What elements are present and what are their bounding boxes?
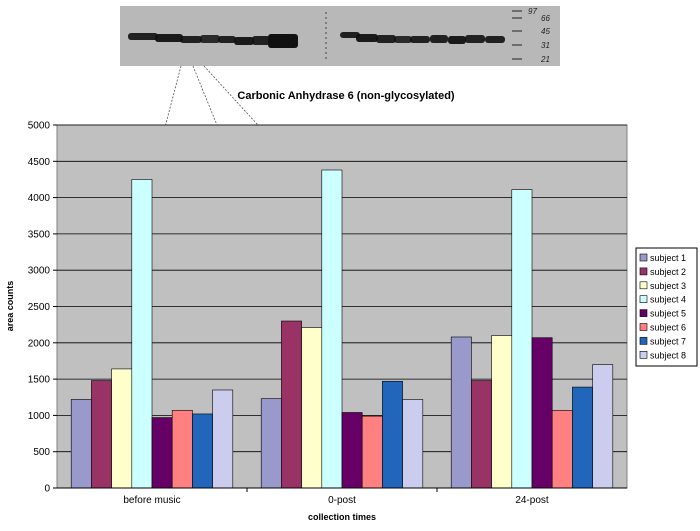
legend-swatch	[639, 295, 648, 304]
blot-band	[410, 36, 430, 43]
bar-subject-2-24-post	[471, 380, 492, 489]
chart-title: Carbonic Anhydrase 6 (non-glycosylated)	[237, 90, 455, 102]
blot-band	[180, 36, 202, 43]
blot-marker-label: 97	[528, 7, 537, 16]
legend-label: subject 3	[650, 281, 686, 291]
blot-band	[376, 35, 396, 43]
y-axis-ticks: 0 500 1000 1500 2000 2500 3000 3500 4000 4500 5000	[28, 121, 57, 495]
bar-subject-4-0-post	[321, 169, 343, 489]
x-tick-label: 0-post	[328, 495, 356, 506]
blot-band	[430, 35, 448, 43]
legend-label: subject 5	[650, 309, 686, 319]
bar-subject-4-24-post	[511, 189, 533, 489]
y-tick-label: 2500	[28, 302, 51, 313]
blot-band	[200, 35, 220, 43]
western-blot-image: 97 66 45 31 21	[120, 6, 560, 66]
blot-band	[394, 36, 412, 43]
y-tick-label: 1500	[28, 375, 51, 386]
bar-subject-3-24-post	[491, 335, 513, 489]
y-axis-label: area counts	[5, 281, 15, 332]
y-tick-label: 4000	[28, 193, 51, 204]
bar-subject-7-24-post	[572, 386, 593, 489]
blot-band	[218, 36, 236, 43]
blot-marker-label: 45	[541, 27, 550, 36]
y-tick-label: 3500	[28, 229, 51, 240]
legend: subject 1 subject 2 subject 3 subject 4 subj…	[635, 247, 698, 367]
blot-bands	[128, 12, 505, 60]
blot-band	[340, 32, 360, 38]
blot-band	[155, 34, 183, 42]
blot-band	[234, 37, 254, 45]
blot-band	[252, 36, 270, 45]
legend-box	[635, 247, 698, 367]
x-axis-label: collection times	[308, 512, 376, 522]
legend-swatch	[639, 350, 648, 359]
bar-subject-7-0-post	[382, 380, 403, 489]
bar-subject-7-before-music	[192, 413, 213, 489]
bars	[70, 169, 614, 489]
legend-swatch	[639, 323, 648, 331]
y-tick-label: 5000	[28, 121, 51, 132]
bar-subject-6-0-post	[361, 415, 383, 489]
y-tick-label: 1000	[28, 411, 51, 422]
x-tick-label: before music	[123, 495, 180, 506]
bar-subject-3-0-post	[301, 327, 323, 489]
bar-subject-8-0-post	[402, 399, 424, 489]
legend-label: subject 8	[650, 350, 686, 360]
bar-subject-5-before-music	[151, 417, 173, 489]
legend-swatch	[639, 337, 648, 345]
bar-subject-6-before-music	[171, 410, 193, 489]
blot-marker-label: 21	[540, 55, 550, 64]
blot-band	[448, 36, 466, 44]
bar-subject-8-24-post	[592, 364, 614, 489]
legend-label: subject 1	[650, 253, 686, 263]
y-tick-label: 2000	[28, 338, 51, 349]
bar-subject-8-before-music	[212, 389, 234, 489]
blot-band	[465, 35, 485, 43]
x-axis-ticks: before music 0-post 24-post	[123, 488, 549, 506]
bar-subject-4-before-music	[131, 179, 153, 489]
y-tick-label: 500	[33, 447, 50, 458]
legend-label: subject 6	[650, 323, 686, 333]
blot-band	[485, 36, 505, 43]
blot-marker-label: 66	[541, 14, 550, 23]
bar-subject-3-before-music	[111, 368, 133, 489]
blot-band	[128, 33, 158, 40]
y-tick-label: 0	[44, 484, 50, 495]
legend-label: subject 2	[650, 267, 686, 277]
legend-swatch	[639, 309, 648, 317]
bar-subject-2-before-music	[91, 380, 112, 489]
bar-subject-1-24-post	[450, 336, 472, 489]
blot-band	[356, 34, 378, 42]
legend-label: subject 4	[650, 295, 686, 305]
legend-swatch	[639, 267, 648, 276]
bar-subject-6-24-post	[551, 410, 573, 489]
legend-swatch	[639, 253, 648, 262]
legend-swatch	[639, 281, 648, 290]
blot-markers: 97 66 45 31 21	[512, 7, 550, 64]
bar-subject-1-before-music	[70, 399, 92, 489]
blot-marker-label: 31	[541, 41, 550, 50]
x-tick-label: 24-post	[515, 495, 549, 506]
y-tick-label: 4500	[28, 157, 51, 168]
y-tick-label: 3000	[28, 266, 51, 277]
bar-subject-5-0-post	[341, 412, 363, 489]
legend-label: subject 7	[650, 336, 686, 346]
bar-subject-2-0-post	[281, 320, 302, 489]
bar-subject-5-24-post	[531, 337, 553, 489]
bar-subject-1-0-post	[260, 398, 282, 489]
blot-band	[268, 34, 298, 48]
